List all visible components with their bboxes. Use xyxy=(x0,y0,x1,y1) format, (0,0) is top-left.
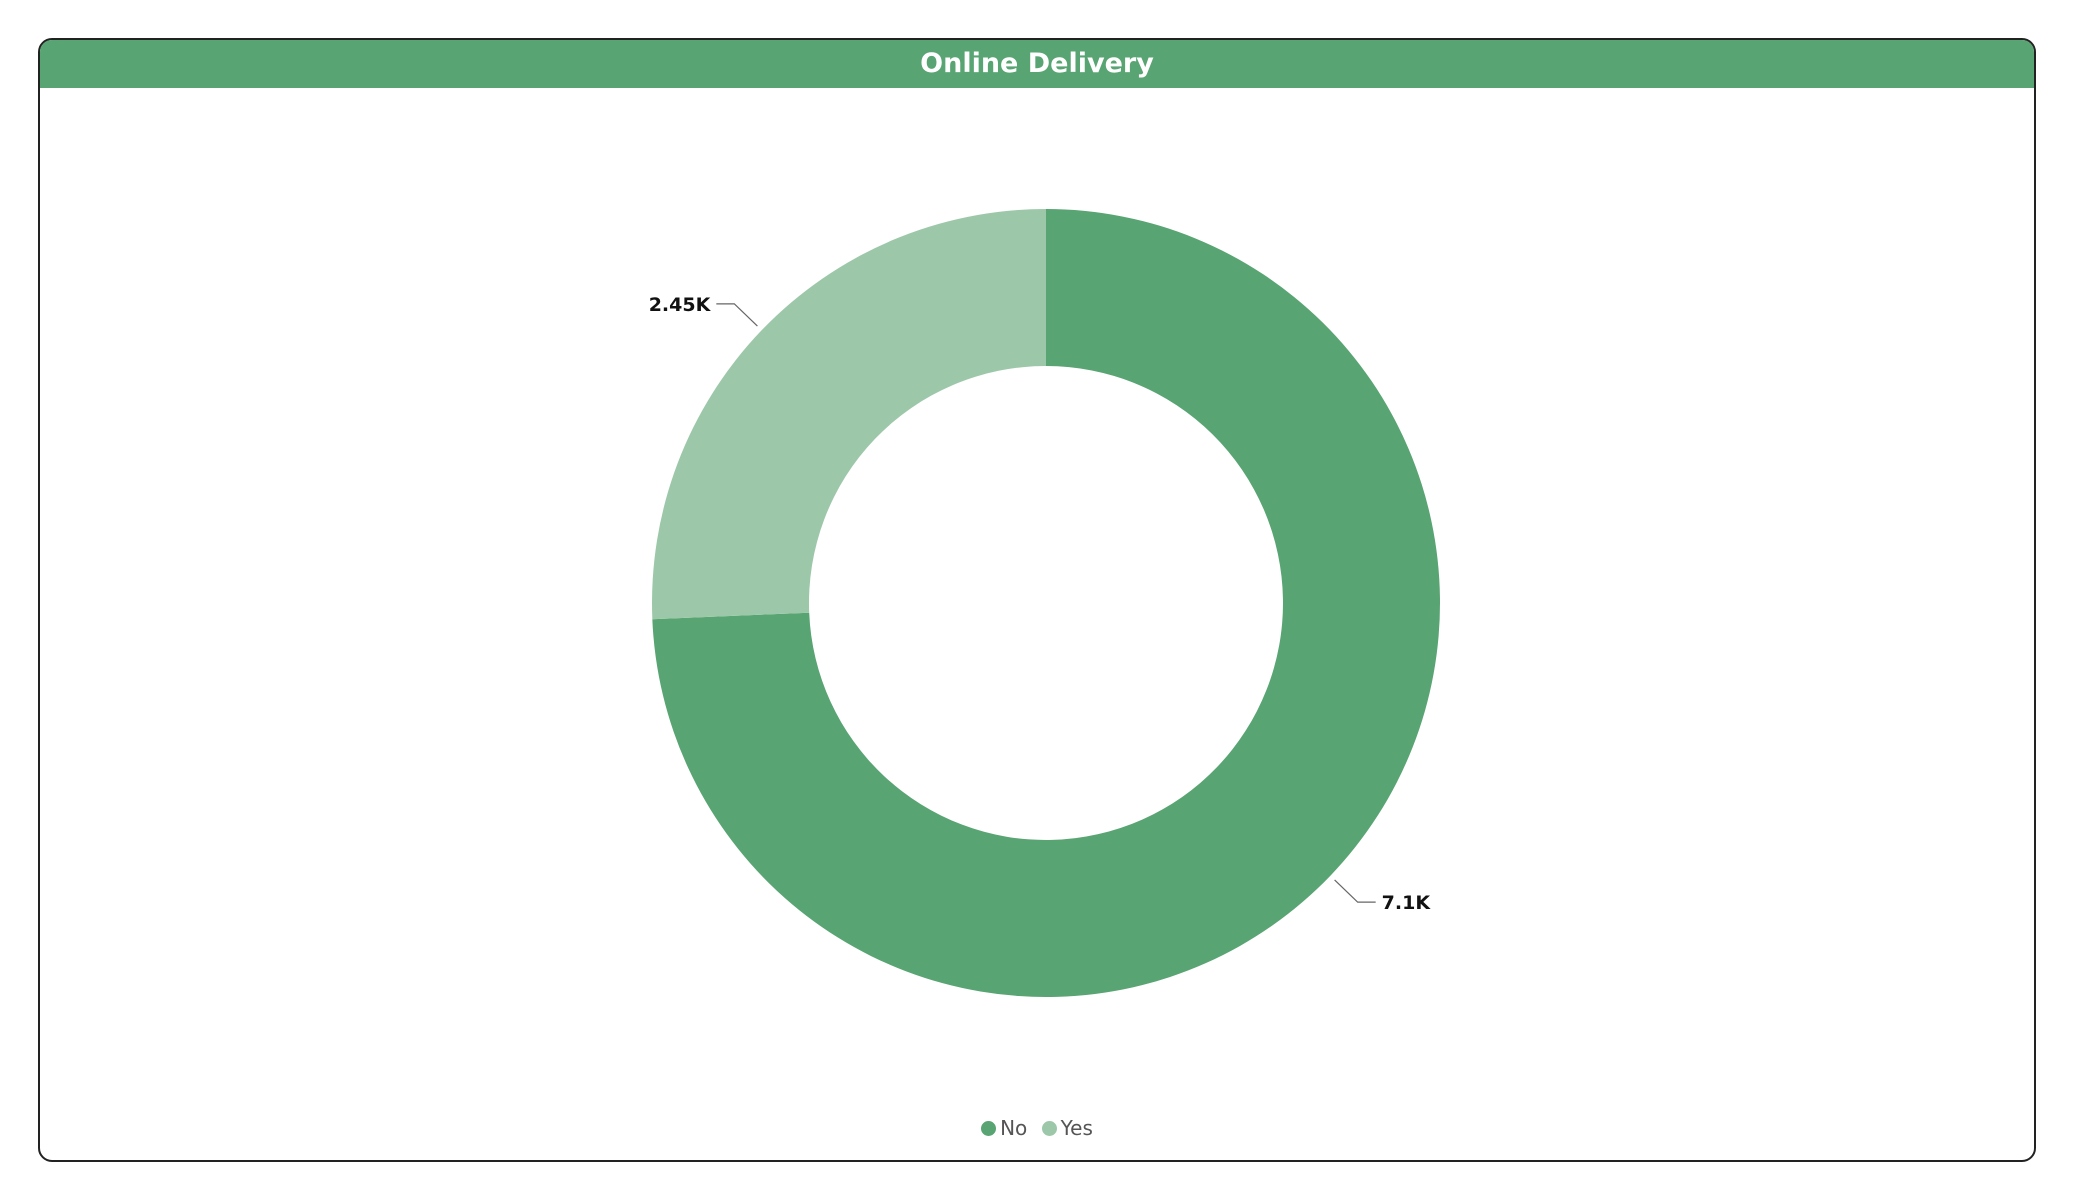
legend-item-yes[interactable]: Yes xyxy=(1041,1116,1093,1140)
data-label-yes: 2.45K xyxy=(649,294,712,316)
legend-dot-yes xyxy=(1041,1120,1057,1136)
legend-label-yes: Yes xyxy=(1060,1116,1093,1140)
legend-item-no[interactable]: No xyxy=(981,1116,1027,1140)
donut-slice-yes[interactable] xyxy=(651,209,1046,620)
legend-label-no: No xyxy=(1000,1116,1028,1140)
legend-dot-no xyxy=(981,1120,997,1136)
donut-slice-no[interactable] xyxy=(652,209,1440,998)
donut-chart: 7.1K 2.45K xyxy=(649,209,1440,998)
data-label-no: 7.1K xyxy=(1382,892,1432,914)
leader-line-yes xyxy=(716,303,758,327)
chart-card: Online Delivery 7.1K 2.45K No Yes xyxy=(38,38,2036,1162)
leader-line-no xyxy=(1334,879,1376,903)
chart-legend: No Yes xyxy=(40,1116,2034,1141)
chart-title: Online Delivery xyxy=(40,40,2034,88)
